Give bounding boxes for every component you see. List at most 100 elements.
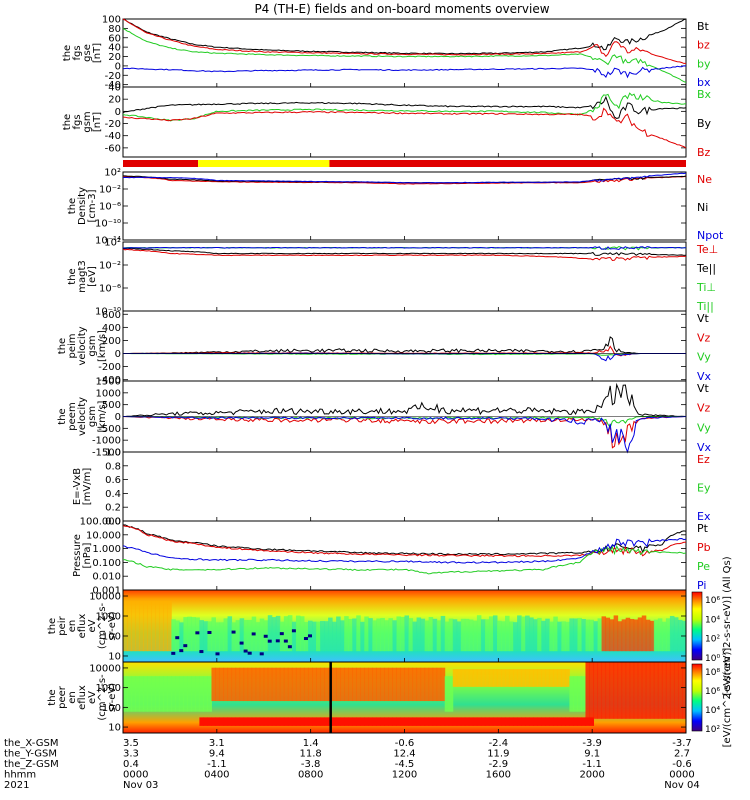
fgs_gse-ytick-label: -40 bbox=[105, 80, 121, 91]
fgs_gsm-series-black bbox=[122, 95, 687, 119]
temperature-series-te bbox=[122, 247, 687, 256]
heatmap-sparse-cell bbox=[195, 631, 200, 635]
density-ytick-label: 10⁻² bbox=[99, 185, 121, 196]
x-axis-row-label: the_Z-GSM bbox=[4, 759, 59, 770]
peer_eflux-ytick-label: 1000 bbox=[96, 683, 121, 694]
heatmap-cell bbox=[295, 717, 301, 726]
heatmap-cell bbox=[400, 717, 405, 726]
x-axis-value: 1600 bbox=[486, 770, 511, 781]
heatmap-cell bbox=[295, 615, 301, 652]
x-axis-value: 1200 bbox=[392, 770, 417, 781]
heatmap-cell bbox=[207, 676, 212, 712]
heatmap-cell bbox=[553, 669, 558, 687]
heatmap-cell bbox=[275, 717, 281, 726]
heatmap-cell bbox=[488, 616, 494, 652]
heatmap-cell bbox=[219, 717, 225, 726]
heatmap-cell bbox=[404, 615, 410, 652]
fgs_gse-ytick-label: 20 bbox=[108, 52, 121, 63]
heatmap-cell bbox=[247, 667, 253, 702]
heatmap-cell bbox=[291, 621, 297, 652]
heatmap-cell bbox=[376, 717, 381, 726]
x-axis-value: -0.6 bbox=[672, 759, 692, 770]
heatmap-cell bbox=[271, 667, 277, 702]
heatmap-cell bbox=[332, 717, 337, 726]
heatmap-cell bbox=[324, 621, 329, 652]
x-axis-value: Nov 03 bbox=[123, 780, 158, 791]
heatmap-cell bbox=[428, 667, 434, 702]
heatmap-cell bbox=[601, 616, 607, 652]
fgs_gse-ytick-label: 80 bbox=[108, 24, 121, 35]
heatmap-cell bbox=[199, 717, 204, 726]
heatmap-cell bbox=[412, 667, 418, 702]
x-axis-value: -3.7 bbox=[672, 738, 692, 749]
heatmap-cell bbox=[553, 616, 558, 652]
peem_velocity-ylabel: the bbox=[57, 408, 68, 424]
heatmap-sparse-cell bbox=[303, 637, 308, 641]
heatmap-cell bbox=[324, 667, 329, 702]
heatmap-cell bbox=[617, 662, 623, 719]
heatmap-cell bbox=[243, 667, 249, 702]
heatmap-cell bbox=[211, 667, 216, 702]
heatmap-sparse-cell bbox=[263, 634, 268, 638]
heatmap-cell bbox=[505, 717, 510, 726]
heatmap-sparse-cell bbox=[279, 632, 284, 636]
heatmap-sparse-cell bbox=[247, 651, 252, 655]
heatmap-cell bbox=[637, 617, 643, 652]
heatmap-cell bbox=[243, 717, 249, 726]
mode-bar-segment-2 bbox=[329, 160, 686, 167]
peim_velocity-ytick-label: -400 bbox=[98, 375, 121, 386]
heatmap-cell bbox=[448, 717, 454, 726]
pressure-ytick-label: 0.010 bbox=[92, 572, 121, 583]
heatmap-cell bbox=[625, 617, 631, 652]
temperature-ylabel: magt3 bbox=[77, 260, 88, 293]
heatmap-cell bbox=[368, 717, 373, 726]
heatmap-cell bbox=[187, 616, 192, 652]
peem_velocity-ytick-label: 500 bbox=[102, 400, 121, 411]
heatmap-cell bbox=[541, 717, 546, 726]
heatmap-cell bbox=[303, 667, 309, 702]
heatmap-cell bbox=[239, 667, 245, 702]
heatmap-cell bbox=[517, 717, 522, 726]
heatmap-cell bbox=[533, 619, 538, 652]
heatmap-cell bbox=[271, 717, 277, 726]
heatmap-cell bbox=[303, 717, 309, 726]
pressure-ytick-label: 0.001 bbox=[92, 586, 121, 597]
density-ytick-label: 10² bbox=[104, 168, 121, 179]
fgs_gsm-legend-2: Bz bbox=[697, 146, 711, 159]
heatmap-cell bbox=[517, 615, 522, 652]
x-axis-value: 11.9 bbox=[487, 749, 509, 760]
x-axis-value: -1.1 bbox=[582, 759, 602, 770]
heatmap-cell bbox=[380, 617, 385, 652]
heatmap-cell bbox=[336, 616, 341, 652]
heatmap-cell bbox=[509, 669, 514, 687]
heatmap-cell bbox=[669, 615, 675, 652]
heatmap-cell bbox=[476, 717, 482, 726]
peem_velocity-ylabel: peem bbox=[67, 402, 78, 430]
heatmap-cell bbox=[251, 717, 257, 726]
heatmap-cell bbox=[231, 717, 237, 726]
heatmap-cell bbox=[472, 620, 478, 652]
heatmap-cell bbox=[352, 618, 357, 652]
heatmap-cell bbox=[332, 667, 337, 702]
heatmap-cell bbox=[320, 667, 325, 702]
fgs_gsm-ylabel: gsm bbox=[82, 111, 93, 132]
density-legend-2: Npot bbox=[697, 229, 724, 242]
heatmap-sparse-cell bbox=[199, 650, 204, 654]
heatmap-cell bbox=[336, 717, 341, 726]
peir_eflux-colorbar-label: 10⁶ bbox=[705, 596, 720, 606]
peir_eflux-colorbar-label: 10⁴ bbox=[705, 615, 720, 625]
x-axis-value: -2.4 bbox=[489, 738, 509, 749]
fgs_gse-ytick-label: 0 bbox=[115, 61, 121, 72]
peer_eflux-ylabel: the bbox=[47, 689, 58, 705]
heatmap-cell bbox=[159, 600, 164, 652]
heatmap-cell bbox=[207, 621, 212, 652]
peer_eflux-colorbar-label: 10⁶ bbox=[705, 687, 720, 697]
density-ylabel: [cm-3] bbox=[87, 189, 98, 222]
peir_eflux-colorbar-label: 10² bbox=[705, 635, 720, 645]
heatmap-cell bbox=[661, 662, 667, 719]
heatmap-cell bbox=[633, 662, 639, 719]
heatmap-sparse-cell bbox=[291, 629, 296, 633]
heatmap-cell bbox=[456, 717, 462, 726]
peim_velocity-ylabel: gsm bbox=[87, 335, 98, 356]
